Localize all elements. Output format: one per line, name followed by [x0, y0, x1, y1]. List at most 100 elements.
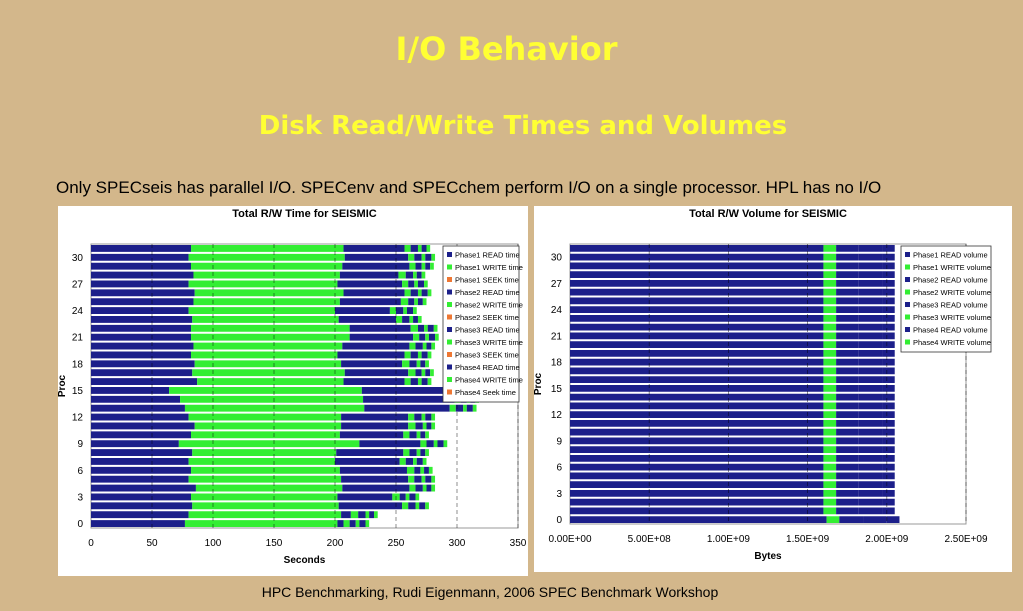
bar-segment: [342, 262, 410, 270]
bar-segment: [421, 475, 426, 483]
bar-segment: [882, 245, 895, 252]
bar-segment: [823, 376, 837, 383]
bar-segment: [194, 422, 342, 430]
x-axis-label: Seconds: [284, 555, 326, 566]
bar-segment: [425, 431, 429, 439]
bar-segment: [408, 298, 415, 306]
bar-segment: [415, 342, 423, 350]
bar-segment: [337, 280, 403, 288]
bar-segment: [409, 493, 416, 501]
bar-segment: [91, 404, 185, 412]
legend-box: [900, 245, 992, 353]
bar-segment: [882, 420, 895, 427]
bar-segment: [823, 323, 837, 331]
bar-segment: [858, 437, 883, 445]
bar-segment: [823, 420, 837, 427]
bar-segment: [823, 463, 837, 471]
bar-segment: [408, 422, 416, 430]
bar-segment: [463, 404, 467, 412]
bar-segment: [194, 289, 344, 297]
bar-segment: [341, 475, 409, 483]
x-tick-label: 2.50E+09: [944, 534, 988, 545]
legend-swatch: [905, 339, 910, 345]
bar-segment: [414, 298, 418, 306]
legend-entry: Phase2 WRITE volume: [913, 288, 991, 297]
y-tick-label: 12: [72, 413, 84, 424]
bar-segment: [882, 358, 895, 366]
bar-segment: [408, 253, 415, 261]
bar-segment: [431, 342, 436, 350]
bar-segment: [91, 449, 193, 456]
bar-segment: [193, 342, 343, 350]
legend-entry: Phase3 SEEK time: [455, 351, 519, 360]
bar-segment: [91, 271, 194, 279]
bar-segment: [424, 324, 428, 332]
bar-segment: [91, 511, 189, 519]
bar-segment: [882, 376, 895, 383]
bar-segment: [416, 449, 421, 456]
bar-segment: [882, 472, 895, 480]
bar-segment: [193, 298, 340, 306]
x-tick-label: 350: [510, 538, 527, 549]
bar-segment: [823, 367, 837, 375]
bar-segment: [417, 289, 422, 297]
bar-segment: [570, 446, 824, 453]
bar-segment: [882, 498, 895, 506]
legend-entry: Phase4 Seek time: [455, 388, 516, 397]
bar-segment: [836, 315, 859, 322]
bar-segment: [336, 449, 404, 456]
chart-legend: Phase1 READ volume Phase1 WRITE volume Pha…: [900, 245, 992, 353]
legend-entry: Phase1 WRITE volume: [913, 263, 991, 272]
bar-segment: [882, 463, 895, 471]
bar-segment: [823, 428, 837, 436]
bar-segment: [415, 369, 422, 377]
bar-segment: [359, 520, 366, 527]
x-tick-label: 100: [205, 538, 222, 549]
bar-segment: [169, 387, 362, 394]
bar-segment: [349, 520, 356, 527]
y-tick-label: 30: [72, 253, 84, 264]
bar-segment: [192, 316, 339, 323]
x-tick-label: 300: [449, 538, 466, 549]
y-tick-label: 3: [77, 492, 83, 503]
bar-segment: [570, 306, 824, 313]
bar-segment: [91, 316, 193, 323]
bar-segment: [455, 404, 464, 412]
bar-segment: [422, 298, 427, 306]
x-tick-label: 0.00E+00: [548, 534, 592, 545]
bar-segment: [570, 358, 824, 366]
legend-swatch: [447, 339, 452, 345]
bar-segment: [408, 502, 416, 510]
bar-segment: [410, 245, 418, 252]
legend-swatch: [447, 364, 452, 370]
chart-legend: Phase1 READ time Phase1 WRITE time Phase1 …: [442, 245, 523, 403]
bar-segment: [425, 449, 429, 456]
chart-panel-rw-time: Total R/W Time for SEISMIC 0 50 100 150 200 25…: [58, 206, 528, 576]
bar-segment: [409, 431, 417, 439]
bar-segment: [570, 323, 824, 331]
bar-segment: [858, 280, 883, 287]
bar-segment: [431, 253, 436, 261]
bar-segment: [91, 307, 189, 314]
bar-segment: [836, 271, 859, 278]
bar-segment: [414, 253, 422, 261]
bar-segment: [431, 475, 436, 483]
bar-segment: [364, 404, 450, 412]
bar-segment: [570, 271, 824, 278]
bar-segment: [406, 466, 415, 474]
bar-segment: [365, 520, 370, 527]
bar-segment: [409, 262, 416, 270]
x-tick-label: 50: [146, 538, 158, 549]
bar-segment: [410, 289, 418, 297]
bar-segment: [422, 342, 427, 350]
bar-segment: [339, 431, 404, 439]
bar-segment: [882, 341, 895, 348]
bar-segment: [343, 378, 405, 385]
bar-segment: [369, 511, 375, 519]
bar-segment: [426, 440, 434, 448]
bar-segment: [858, 367, 883, 375]
bar-segment: [91, 395, 181, 403]
bar-segment: [426, 245, 431, 252]
x-tick-label: 5.00E+08: [628, 534, 672, 545]
